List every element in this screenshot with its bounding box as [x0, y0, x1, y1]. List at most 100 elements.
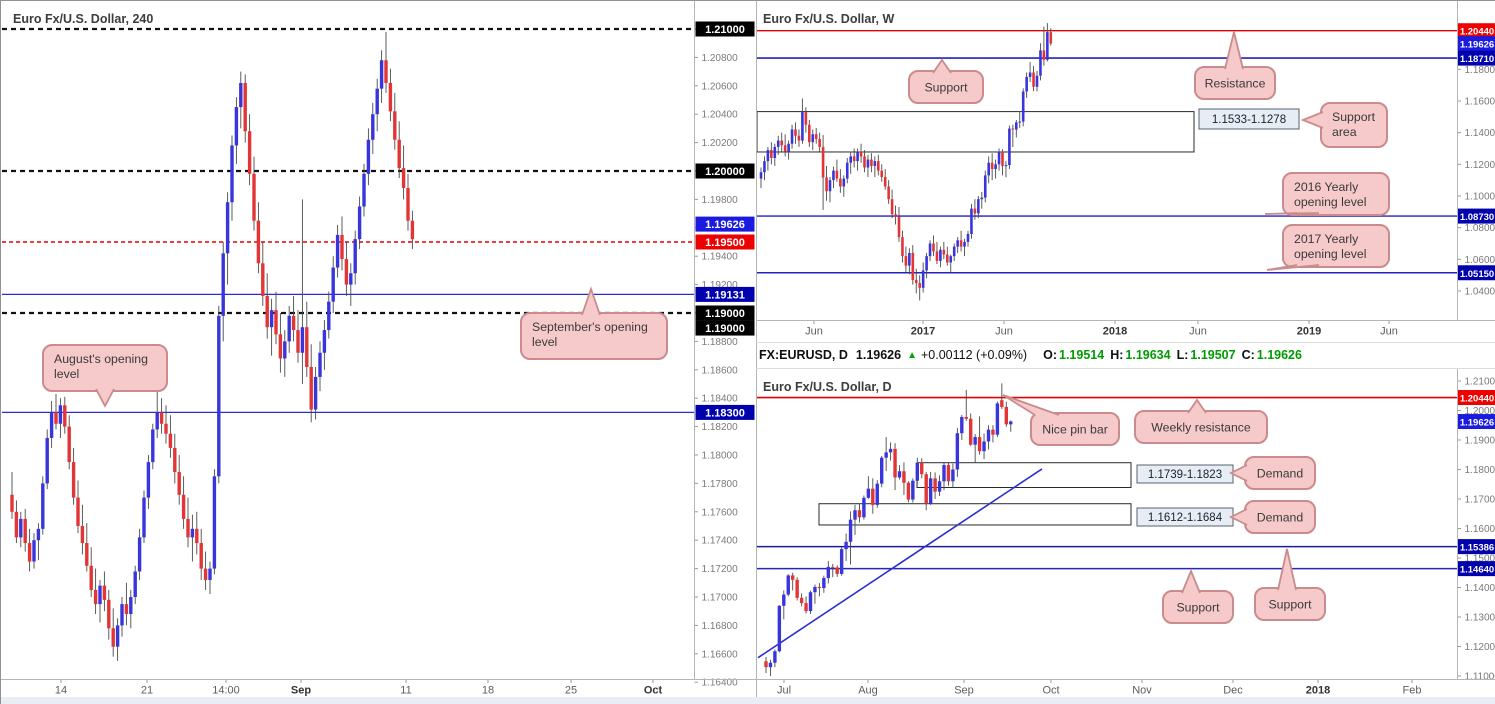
candle-body [169, 434, 172, 448]
y-tick-label: 1.18400 [702, 394, 739, 405]
ticker-symbol[interactable]: FX:EURUSD, D [759, 348, 848, 362]
x-tick-label: Feb [1403, 685, 1422, 697]
candle-body [217, 316, 220, 476]
candle-body [805, 112, 808, 125]
candle-body [936, 251, 939, 260]
callout-label: Support [1176, 601, 1220, 615]
bottom-time-axis-line [1, 679, 1495, 680]
candle-body [274, 310, 277, 334]
candle-body [10, 495, 13, 512]
candle-body [261, 263, 264, 296]
candle-body [943, 250, 946, 255]
x-tick-label: Jul [777, 685, 791, 697]
candle-body [867, 489, 870, 498]
pane-divider-vertical[interactable] [756, 1, 757, 697]
candle-body [832, 171, 835, 180]
candle-body [829, 180, 832, 191]
candle-body [156, 412, 159, 429]
price-badge-label: 1.20000 [705, 166, 745, 178]
candle-body [764, 661, 767, 667]
price-badge-label: 1.19626 [1460, 40, 1494, 51]
candle-body [973, 437, 976, 445]
y-tick-label: 1.17600 [702, 507, 739, 518]
y-tick-label: 1.19000 [1465, 436, 1495, 447]
chart-eurusd-weekly: 1.180001.160001.140001.120001.100001.080… [757, 12, 1495, 338]
candle-body [90, 566, 93, 590]
candle-body [19, 519, 22, 537]
candle-body [836, 567, 839, 573]
candle-body [314, 377, 317, 410]
candle-body [336, 235, 339, 268]
candle-body [970, 209, 973, 234]
callout-label: opening level [1294, 195, 1366, 209]
candle-body [889, 449, 892, 453]
candle-body [849, 520, 852, 542]
candle-body [32, 540, 35, 561]
price-badge-label: 1.14640 [1460, 565, 1494, 576]
y-tick-label: 1.06000 [1465, 255, 1495, 266]
candle-body [1012, 129, 1015, 130]
ticker-row-top-border [756, 342, 1495, 343]
support-area-box[interactable] [757, 112, 1194, 152]
callout-pointer [1225, 32, 1243, 69]
candle-body [880, 458, 883, 484]
candle-body [107, 600, 110, 628]
y-tick-label: 1.20600 [702, 81, 739, 92]
candle-body [780, 141, 783, 146]
y-tick-label: 1.18600 [702, 365, 739, 376]
up-triangle-icon: ▲ [907, 350, 917, 361]
price-badge-label: 1.18300 [705, 407, 745, 419]
candle-body [815, 134, 818, 139]
ticker-close-label: C: [1242, 348, 1255, 362]
price-badge-label: 1.21000 [705, 24, 745, 36]
y-tick-label: 1.17000 [702, 593, 739, 604]
y-tick-label: 1.11000 [1465, 672, 1495, 683]
candles [764, 383, 1012, 676]
candle-body [898, 471, 901, 477]
y-tick-label: 1.17000 [1465, 495, 1495, 506]
candle-body [160, 412, 163, 423]
candle-body [956, 240, 959, 246]
y-tick-label: 1.19800 [702, 195, 739, 206]
y-tick-label: 1.18000 [702, 451, 739, 462]
candle-body [809, 592, 812, 611]
candle-body [1015, 122, 1018, 129]
candle-body [239, 83, 242, 107]
range-chip-label: 1.1739-1.1823 [1148, 469, 1222, 481]
candle-body [178, 472, 181, 495]
candle-body [777, 141, 780, 147]
candle-body [37, 529, 40, 540]
price-badge-label: 1.05150 [1460, 269, 1494, 280]
candle-body [116, 625, 119, 646]
candle-body [918, 283, 921, 288]
callout-pointer [1188, 400, 1206, 413]
candle-body [138, 537, 141, 571]
candle-body [858, 510, 861, 517]
candle-body [774, 147, 777, 158]
candle-body [787, 144, 790, 152]
candle-body [844, 542, 847, 549]
candle-body [292, 316, 295, 330]
candle-body [894, 214, 897, 216]
candle-body [996, 403, 999, 434]
candle-body [884, 452, 887, 457]
candle-body [406, 188, 409, 221]
candle-body [862, 498, 865, 517]
candle-body [345, 259, 348, 285]
candle-body [912, 253, 915, 280]
chart-title: Euro Fx/U.S. Dollar, D [763, 380, 892, 394]
ascending-trendline[interactable] [758, 469, 1042, 658]
candle-body [813, 587, 816, 592]
x-tick-label: Jun [995, 326, 1013, 338]
y-tick-label: 1.16000 [1465, 524, 1495, 535]
candle-body [120, 604, 123, 625]
candle-body [874, 161, 877, 166]
candle-body [827, 567, 830, 578]
price-badge-label: 1.19626 [705, 219, 745, 231]
candle-body [266, 296, 269, 327]
candle-body [800, 598, 803, 603]
callout-label: Resistance [1205, 77, 1266, 91]
candle-body [978, 437, 981, 451]
candle-body [887, 186, 890, 199]
candle-body [891, 199, 894, 214]
